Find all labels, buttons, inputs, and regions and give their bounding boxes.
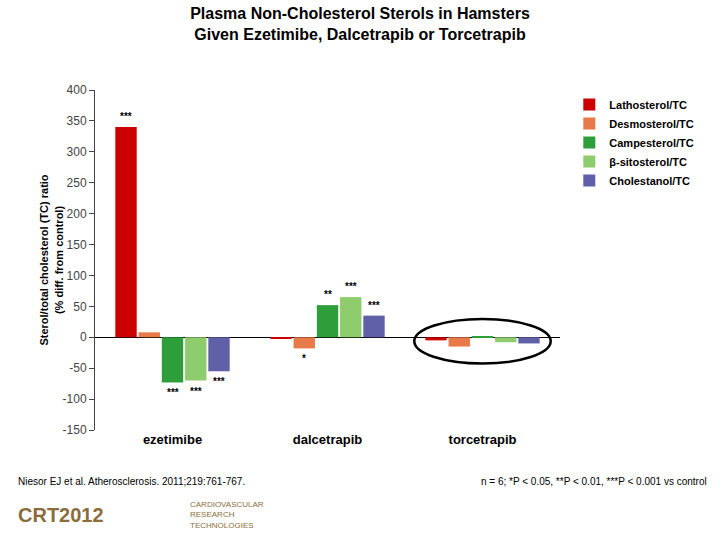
svg-text:Campesterol/TC: Campesterol/TC (609, 137, 693, 149)
svg-text:***: *** (120, 111, 132, 122)
svg-text:Niesor EJ et al. Atheroscleros: Niesor EJ et al. Atherosclerosis. 2011;2… (18, 476, 245, 487)
svg-text:***: *** (190, 386, 202, 397)
svg-text:CRT2012: CRT2012 (18, 504, 104, 526)
svg-text:*: * (302, 353, 306, 364)
svg-text:350: 350 (67, 114, 87, 128)
svg-text:**: ** (324, 289, 332, 300)
svg-text:250: 250 (67, 176, 87, 190)
svg-text:-100: -100 (63, 392, 87, 406)
svg-text:150: 150 (67, 238, 87, 252)
svg-text:***: *** (213, 376, 225, 387)
svg-text:n = 6; *P < 0.05, **P < 0.01,: n = 6; *P < 0.05, **P < 0.01, ***P < 0.0… (481, 476, 707, 487)
svg-text:***: *** (368, 300, 380, 311)
svg-text:200: 200 (67, 207, 87, 221)
svg-text:-150: -150 (63, 423, 87, 437)
svg-text:***: *** (345, 281, 357, 292)
svg-text:400: 400 (67, 83, 87, 97)
svg-text:torcetrapib: torcetrapib (449, 432, 517, 447)
svg-text:β-sitosterol/TC: β-sitosterol/TC (609, 156, 687, 168)
svg-text:-50: -50 (69, 361, 87, 375)
svg-text:Sterol/total cholesterol (TC): Sterol/total cholesterol (TC) ratio(% di… (38, 174, 64, 345)
svg-text:***: *** (167, 387, 179, 398)
svg-text:CARDIOVASCULARRESEARCHTECHNOLO: CARDIOVASCULARRESEARCHTECHNOLOGIES (190, 500, 264, 530)
svg-text:0: 0 (80, 330, 87, 344)
svg-text:dalcetrapib: dalcetrapib (293, 432, 362, 447)
svg-text:50: 50 (73, 300, 87, 314)
svg-text:300: 300 (67, 145, 87, 159)
svg-text:100: 100 (67, 269, 87, 283)
svg-text:Plasma Non-Cholesterol Sterols: Plasma Non-Cholesterol Sterols in Hamste… (190, 5, 530, 43)
svg-text:Desmosterol/TC: Desmosterol/TC (609, 118, 693, 130)
svg-text:Cholestanol/TC: Cholestanol/TC (609, 175, 690, 187)
svg-text:Lathosterol/TC: Lathosterol/TC (609, 99, 687, 111)
svg-text:ezetimibe: ezetimibe (143, 432, 202, 447)
